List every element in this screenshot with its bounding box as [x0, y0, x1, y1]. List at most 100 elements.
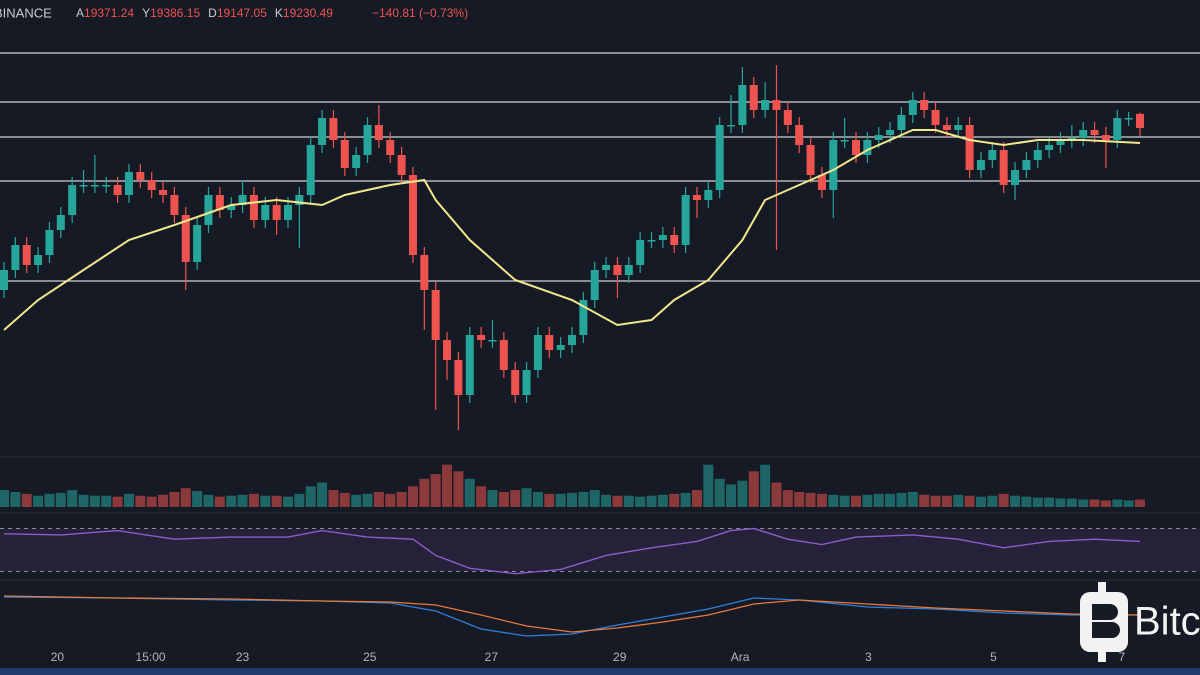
volume-bar: [135, 495, 146, 507]
candle-body: [295, 195, 304, 205]
candle-body: [533, 335, 542, 370]
volume-bar: [237, 494, 248, 507]
candle-body: [1011, 170, 1020, 185]
volume-bar: [385, 493, 396, 507]
candle-body: [477, 335, 486, 340]
candle-body: [863, 140, 872, 155]
candle-body: [715, 125, 724, 190]
candle-body: [499, 340, 508, 370]
candle-body: [147, 180, 156, 190]
candle-body: [1056, 140, 1065, 145]
watermark-text: Bitc: [1134, 600, 1200, 644]
candle-body: [90, 185, 99, 187]
volume-bar: [1055, 498, 1066, 507]
candle-body: [1033, 150, 1042, 160]
candle-body: [102, 185, 111, 187]
volume-bar: [794, 491, 805, 507]
volume-bar: [748, 471, 759, 507]
candle-body: [931, 110, 940, 125]
candle-body: [602, 265, 611, 270]
ohlc-value: 19147.05: [217, 6, 267, 20]
volume-bar: [146, 496, 157, 507]
candle-body: [749, 85, 758, 110]
candle-body: [874, 135, 883, 140]
x-tick-label: 25: [363, 650, 377, 664]
volume-bar: [1078, 499, 1089, 507]
volume-bar: [998, 493, 1009, 507]
volume-bar: [567, 492, 577, 507]
candle-body: [340, 140, 349, 168]
candle-body: [284, 205, 292, 220]
candle-body: [170, 195, 179, 215]
candle-body: [647, 240, 656, 242]
volume-bar: [657, 494, 668, 507]
volume-bar: [158, 494, 169, 507]
ohlc-key: Y: [142, 6, 150, 20]
volume-bar: [1010, 495, 1021, 507]
candle-body: [363, 125, 372, 155]
volume-bar: [407, 486, 418, 507]
x-tick-label: 5: [990, 650, 997, 664]
candle-body: [113, 185, 122, 195]
volume-bar: [930, 495, 941, 507]
candle-body: [579, 300, 588, 335]
x-tick-label: 29: [613, 650, 627, 664]
candle-body: [420, 255, 429, 290]
volume-bar: [873, 493, 884, 507]
logo-shape: [1092, 604, 1120, 638]
volume-bar: [510, 490, 521, 507]
volume-bar: [941, 495, 952, 507]
volume-bar: [10, 491, 21, 507]
ohlc-key: K: [275, 6, 283, 20]
volume-bar: [1021, 496, 1032, 507]
candle-body: [965, 125, 974, 170]
volume-bar: [919, 494, 930, 507]
x-tick-label: 7: [1118, 650, 1125, 664]
volume-bar: [1100, 500, 1111, 507]
volume-bar: [760, 464, 771, 507]
candle-body: [215, 195, 224, 210]
volume-bar: [305, 486, 316, 507]
candle-body: [624, 265, 633, 275]
volume-bar: [623, 495, 634, 507]
ohlc-key: D: [208, 6, 217, 20]
volume-bar: [737, 480, 748, 507]
candle-body: [1079, 130, 1088, 138]
volume-bar: [294, 493, 305, 507]
volume-bar: [987, 495, 998, 507]
candle-body: [704, 190, 713, 200]
candle-body: [817, 175, 826, 190]
volume-bar: [351, 494, 362, 507]
candle-body: [159, 190, 168, 195]
candle-body: [670, 235, 679, 245]
candle-body: [636, 240, 645, 265]
candle-body: [181, 215, 190, 262]
candle-body: [658, 235, 667, 240]
candle-body: [386, 140, 395, 155]
candle-body: [783, 110, 792, 125]
candle-body: [886, 130, 895, 135]
volume-bar: [885, 493, 896, 507]
volume-bar: [180, 488, 191, 507]
candle-body: [124, 172, 133, 195]
change: −140.81 (−0.73%): [372, 6, 468, 20]
volume-bar: [112, 496, 123, 507]
volume-bar: [33, 495, 44, 507]
candle-body: [352, 155, 361, 168]
volume-bar: [771, 482, 782, 507]
volume-bar: [828, 494, 839, 507]
volume-bar: [498, 491, 509, 507]
candle-body: [806, 145, 815, 175]
volume-bar: [396, 491, 407, 507]
volume-bar: [691, 490, 702, 507]
volume-bar: [1123, 500, 1134, 507]
candle-body: [136, 172, 145, 180]
volume-bar: [601, 494, 612, 507]
candle-body: [897, 115, 906, 130]
volume-bar: [555, 493, 566, 507]
volume-bar: [862, 494, 873, 507]
ohlc-key: A: [76, 6, 84, 20]
candle-body: [318, 118, 327, 145]
candle-body: [431, 290, 440, 340]
candle-body: [249, 195, 258, 220]
